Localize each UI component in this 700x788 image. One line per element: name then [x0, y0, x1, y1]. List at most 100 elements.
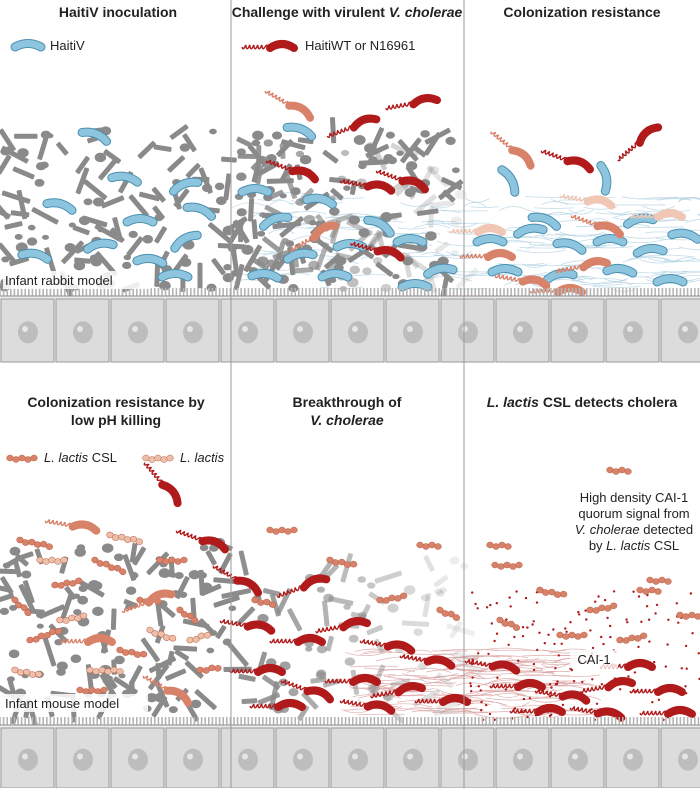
cai1-signal-dot — [595, 702, 599, 705]
cai1-signal-dot — [585, 618, 588, 621]
commensal-rod — [169, 124, 189, 140]
vibrio-cholerae — [399, 654, 456, 670]
mucus-strand — [354, 648, 393, 653]
commensal-coccus — [453, 650, 463, 659]
mucus-strand — [407, 653, 458, 655]
mucus-strand — [516, 661, 572, 664]
vibrio-cholerae — [639, 706, 696, 718]
cai1-signal-dot — [594, 600, 597, 603]
commensal-coccus — [316, 586, 326, 593]
commensal-rod — [279, 143, 286, 159]
cai1-signal-dot — [578, 613, 581, 616]
cai1-signal-dot — [493, 639, 496, 643]
cai1-signal-dot — [526, 626, 529, 629]
legend-llactis: L. lactis — [142, 450, 225, 465]
llactis-chain — [91, 556, 127, 575]
mucus-strand — [360, 651, 414, 655]
mucus-strand — [462, 273, 510, 278]
cai1-signal-dot — [597, 595, 600, 598]
commensal-rod — [154, 261, 161, 287]
mucus-strand — [345, 652, 386, 657]
commensal-coccus — [64, 243, 76, 252]
cai1-signal-dot — [485, 606, 489, 609]
mucus-strand — [399, 202, 434, 207]
mucus-strand — [592, 285, 642, 288]
infant-mouse-model-label: Infant mouse model — [5, 696, 119, 711]
commensal-coccus — [180, 257, 192, 267]
llactis-chain-icon — [142, 454, 174, 463]
commensal-rod — [10, 210, 30, 218]
commensal-coccus — [199, 544, 209, 552]
mucus-strand — [403, 707, 436, 712]
mucus-strand — [288, 210, 327, 215]
commensal-rod — [42, 637, 57, 667]
mucus-strand — [656, 238, 700, 241]
commensal-coccus — [241, 244, 254, 255]
commensal-rod — [433, 707, 460, 716]
commensal-coccus — [276, 254, 285, 261]
cell-nucleus — [348, 321, 368, 344]
commensal-coccus — [305, 646, 313, 652]
cai1-signal-dot — [532, 668, 536, 672]
commensal-coccus — [353, 135, 366, 145]
cell-nucleus — [183, 321, 203, 344]
panel-title-breakthrough-line2: V. cholerae — [310, 412, 384, 428]
commensal-coccus — [158, 568, 171, 579]
cai1-signal-dot — [667, 618, 670, 621]
commensal-coccus — [450, 216, 463, 226]
commensal-rod — [376, 231, 386, 251]
commensal-rod — [221, 156, 237, 163]
commensal-coccus — [56, 661, 68, 671]
vibrio-cholerae — [414, 694, 471, 706]
vibrio-cholerae — [269, 634, 326, 646]
commensal-rod — [238, 673, 256, 682]
cai1-signal-dot — [569, 621, 572, 624]
cai1-signal-dot — [589, 629, 592, 632]
quorum-line-3: V. cholerae detected — [575, 522, 693, 537]
haitiv-bacterium — [283, 248, 318, 264]
mucus-strand — [555, 233, 607, 236]
commensal-coccus — [295, 198, 305, 206]
commensal-rod — [0, 583, 10, 593]
commensal-rod — [325, 635, 334, 652]
commensal-coccus — [420, 594, 430, 602]
commensal-rod — [194, 689, 217, 710]
commensal-rod — [262, 236, 281, 252]
commensal-rod — [38, 604, 66, 619]
vibrio-cholerae — [359, 639, 416, 655]
llactis-chain — [496, 616, 521, 631]
mucus-strand — [684, 218, 700, 223]
cai1-signal-dot — [657, 698, 661, 701]
commensal-rod — [61, 240, 85, 264]
haitiv-bacterium — [592, 234, 628, 247]
commensal-coccus — [41, 234, 50, 240]
cai1-label: CAI-1 — [577, 652, 610, 667]
mucus-strand — [377, 694, 427, 697]
cai1-signal-dot — [479, 689, 482, 692]
vibrio-cholerae — [265, 159, 319, 184]
cell-nucleus — [73, 748, 93, 771]
cai1-signal-dot — [532, 620, 535, 623]
commensal-rod — [75, 155, 90, 175]
commensal-coccus — [78, 585, 88, 592]
cell-nucleus — [568, 321, 588, 344]
cai1-signal-dot — [590, 708, 593, 711]
haitiv-bacterium — [596, 161, 612, 196]
cai1-signal-dot — [664, 665, 667, 668]
cai1-signal-dot — [648, 640, 651, 643]
cell-nucleus — [238, 748, 258, 771]
llactis-chain — [606, 466, 632, 475]
commensal-coccus — [21, 570, 32, 579]
commensal-rod — [223, 173, 232, 201]
cai1-signal-dot — [521, 626, 525, 629]
mucus-strand — [421, 252, 444, 256]
mucus-strand — [448, 273, 508, 276]
cai1-signal-dot — [493, 718, 496, 721]
llactis-csl-chain-icon — [6, 454, 38, 463]
commensal-coccus — [198, 571, 208, 579]
nucleus-highlight — [517, 326, 523, 332]
vibrio-cholerae — [534, 689, 591, 705]
commensal-coccus — [329, 207, 340, 216]
